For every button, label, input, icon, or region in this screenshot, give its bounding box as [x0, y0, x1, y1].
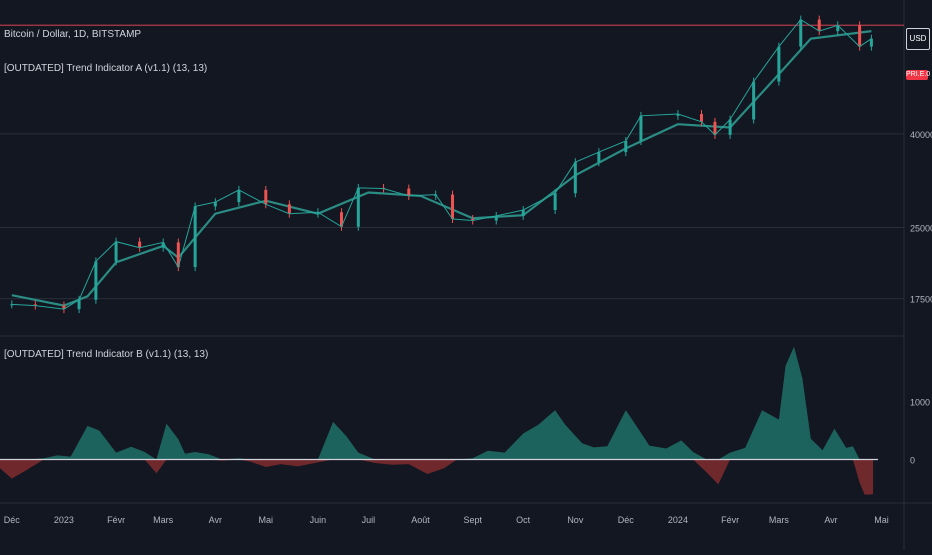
- time-tick-label: Mai: [874, 515, 889, 525]
- time-tick-label: Nov: [567, 515, 584, 525]
- candle-body: [193, 206, 197, 268]
- candle-body: [161, 242, 165, 248]
- candle-body: [799, 19, 803, 47]
- candle-body: [817, 19, 821, 32]
- candle-body: [77, 299, 81, 310]
- candle-body: [264, 189, 268, 205]
- candle-body: [624, 140, 628, 153]
- candle-body: [237, 189, 241, 203]
- candle-body: [471, 218, 475, 221]
- indicator-b-legend[interactable]: [OUTDATED] Trend Indicator B (v1.1) (13,…: [4, 349, 209, 360]
- candle-body: [451, 194, 455, 219]
- candle-body: [176, 242, 180, 268]
- candle-body: [713, 121, 717, 135]
- close-line: [11, 18, 872, 310]
- last-price-badge: USD: [906, 28, 930, 50]
- indicator-tick-label: 0: [910, 456, 915, 466]
- time-tick-label: Oct: [516, 515, 531, 525]
- candle-body: [62, 305, 66, 310]
- time-tick-label: Févr: [721, 515, 739, 525]
- candle-body: [752, 81, 756, 120]
- time-tick-label: Déc: [4, 515, 21, 525]
- time-tick-label: Juil: [362, 515, 376, 525]
- candle-body: [639, 115, 643, 141]
- indicator-negative-area: [0, 459, 874, 495]
- candle-body: [138, 241, 142, 248]
- candle-body: [699, 113, 703, 122]
- candle-body: [213, 202, 217, 207]
- time-tick-label: 2024: [668, 515, 688, 525]
- price-tick-label: 40000: [910, 130, 932, 140]
- candle-body: [728, 119, 732, 135]
- candle-body: [777, 46, 781, 82]
- time-tick-label: Mars: [153, 515, 173, 525]
- candle-body: [521, 210, 525, 216]
- candle-body: [316, 212, 320, 214]
- indicator-a-legend[interactable]: [OUTDATED] Trend Indicator A (v1.1) (13,…: [4, 63, 208, 74]
- time-tick-label: Sept: [463, 515, 482, 525]
- candle-body: [114, 241, 118, 262]
- candle-body: [858, 25, 862, 47]
- price-tick-label: 17500: [910, 295, 932, 305]
- symbol-legend[interactable]: Bitcoin / Dollar, 1D, BITSTAMP: [4, 29, 142, 40]
- ma-line: [11, 30, 872, 307]
- price-tick-label: 25000: [910, 224, 932, 234]
- indicator-positive-area: [0, 346, 874, 460]
- time-tick-label: Juin: [310, 515, 327, 525]
- candle-body: [597, 152, 601, 163]
- time-tick-label: Avr: [209, 515, 222, 525]
- candle-body: [676, 113, 680, 116]
- indicator-badge: PRI.E.0: [906, 70, 931, 80]
- candle-body: [869, 38, 873, 47]
- candle-body: [836, 25, 840, 32]
- indicator-tick-label: 1000: [910, 398, 930, 408]
- candle-body: [94, 261, 98, 300]
- candle-body: [553, 193, 557, 211]
- candle-body: [494, 215, 498, 221]
- time-tick-label: Févr: [107, 515, 125, 525]
- candle-body: [33, 304, 37, 306]
- candle-body: [356, 187, 360, 227]
- candle-body: [407, 188, 411, 196]
- time-tick-label: Mai: [259, 515, 274, 525]
- time-tick-label: Avr: [824, 515, 837, 525]
- candle-body: [287, 204, 291, 214]
- time-tick-label: Août: [411, 515, 430, 525]
- time-tick-label: 2023: [54, 515, 74, 525]
- candle-body: [573, 162, 577, 194]
- candle-body: [339, 212, 343, 227]
- time-tick-label: Déc: [618, 515, 635, 525]
- time-tick-label: Mars: [769, 515, 789, 525]
